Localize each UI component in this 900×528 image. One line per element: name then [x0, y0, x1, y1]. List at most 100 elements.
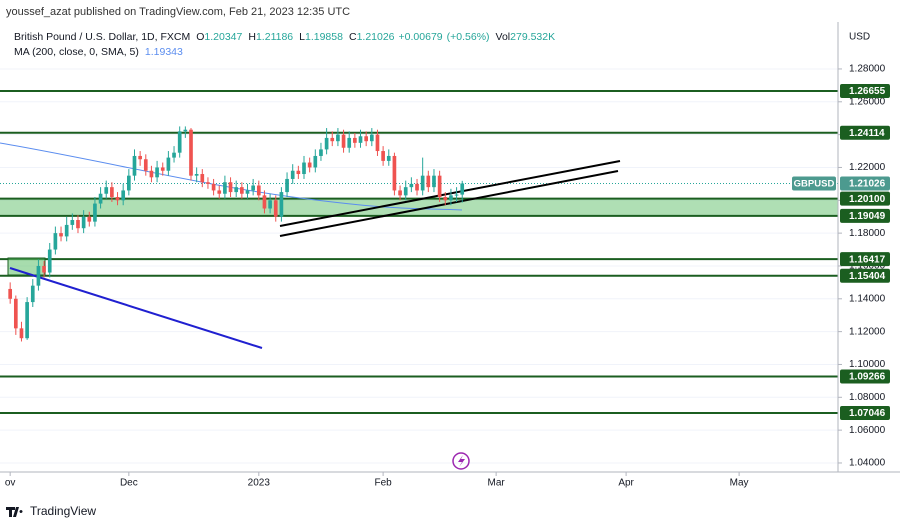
price-label: 1.20100	[849, 194, 886, 205]
candle-body	[296, 170, 301, 175]
candle-body	[211, 183, 216, 191]
candles	[8, 126, 465, 342]
candle-body	[358, 136, 363, 143]
y-tick-label: 1.06000	[849, 425, 886, 436]
candle-body	[30, 285, 35, 303]
legend-text: Vol	[496, 31, 511, 43]
candle-body	[262, 195, 267, 209]
candle-body	[217, 190, 222, 194]
candle-body	[8, 288, 13, 299]
candle-body	[375, 134, 380, 152]
candle-body	[381, 151, 385, 161]
levels	[0, 90, 838, 414]
candle-body	[194, 174, 199, 176]
candle-body	[19, 328, 24, 339]
candle-body	[437, 175, 442, 198]
candle-body	[330, 137, 335, 142]
candle-body	[353, 137, 357, 143]
x-tick-label: 2023	[248, 478, 271, 489]
price-label: 1.26655	[849, 86, 886, 97]
candle-body	[70, 219, 75, 225]
candle-body	[245, 190, 250, 194]
price-label: 1.21026	[849, 179, 886, 190]
candle-body	[415, 183, 419, 191]
candle-body	[460, 183, 465, 195]
y-tick-label: 1.04000	[849, 458, 886, 469]
candle-body	[336, 134, 340, 142]
candle-body	[290, 170, 295, 179]
price-label-bg	[840, 176, 890, 191]
channel-line	[279, 160, 621, 227]
event-icon-bolt	[458, 455, 465, 467]
candle-body	[347, 137, 352, 148]
candle-body	[13, 298, 18, 329]
legend-text: British Pound / U.S. Dollar, 1D, FXCM	[14, 31, 190, 43]
channel-line	[279, 170, 619, 237]
event-icon[interactable]	[452, 452, 470, 470]
axis: 1.280001.260001.240001.220001.200001.180…	[5, 64, 890, 489]
candle-body	[172, 152, 176, 158]
price-label: 1.09266	[849, 372, 886, 383]
candle-body	[313, 155, 318, 168]
candle-body	[59, 233, 63, 237]
candle-body	[189, 129, 193, 176]
candle-body	[443, 197, 448, 201]
candle-body	[307, 162, 312, 168]
x-tick-label: May	[730, 478, 749, 489]
candle-body	[115, 197, 120, 201]
price-label-bg	[840, 125, 890, 140]
candle-body	[53, 233, 58, 250]
candle-body	[228, 182, 233, 193]
logo-mark	[6, 507, 23, 517]
legend-text: 279.532K	[510, 31, 555, 43]
y-tick-label: 1.28000	[849, 64, 886, 75]
brand: TradingView	[30, 504, 96, 518]
candle-body	[149, 170, 154, 178]
currency: USD	[849, 32, 870, 43]
y-tick-label: 1.26000	[849, 96, 886, 107]
candle-body	[223, 182, 227, 194]
price-label-bg	[840, 405, 890, 420]
y-tick-label: 1.22000	[849, 162, 886, 173]
price-label: 1.16417	[849, 254, 886, 265]
candle-body	[104, 187, 109, 194]
candle-body	[256, 185, 261, 196]
candle-body	[138, 155, 142, 160]
candle-body	[25, 302, 29, 339]
candle-body	[386, 155, 391, 161]
trend-line	[9, 267, 263, 349]
candle-body	[432, 175, 436, 188]
candle-body	[143, 159, 148, 171]
legend-text: MA (200, close, 0, SMA, 5)	[14, 46, 139, 58]
candle-body	[409, 183, 414, 188]
price-label-bg	[840, 84, 890, 99]
legend-ohlc: British Pound / U.S. Dollar, 1D, FXCM O1.…	[14, 31, 555, 43]
candle-body	[319, 149, 323, 156]
legend-text: C	[349, 31, 357, 43]
legend-text: H	[248, 31, 256, 43]
candle-body	[392, 155, 397, 191]
candle-body	[155, 167, 159, 178]
price-label-bg	[840, 369, 890, 384]
candle-body	[268, 200, 272, 209]
candle-body	[403, 187, 408, 196]
legend-text: 1.21186	[256, 31, 293, 43]
candle-body	[121, 190, 126, 201]
candle-body	[449, 195, 453, 201]
candle-body	[285, 178, 289, 193]
legend-text: 1.19858	[305, 31, 343, 43]
zone	[0, 198, 838, 216]
candle-body	[324, 137, 329, 150]
candle-body	[42, 265, 46, 273]
symbol-label: GBPUSD	[794, 178, 835, 189]
candle-body	[76, 219, 80, 229]
legend-text: +0.00679	[399, 31, 443, 43]
candle-body	[64, 224, 69, 237]
price-label: 1.24114	[849, 128, 885, 139]
publisher: youssef_azat published on TradingView.co…	[6, 6, 350, 18]
candle-body	[160, 167, 165, 171]
legend-text: (+0.56%)	[447, 31, 490, 43]
price-label-bg	[840, 208, 890, 223]
